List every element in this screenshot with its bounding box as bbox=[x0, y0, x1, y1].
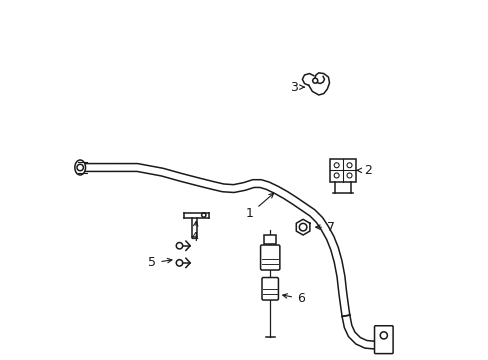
Text: 1: 1 bbox=[245, 193, 273, 220]
Circle shape bbox=[77, 164, 83, 171]
Text: 6: 6 bbox=[282, 292, 304, 305]
FancyBboxPatch shape bbox=[374, 326, 392, 354]
Circle shape bbox=[299, 224, 306, 231]
FancyBboxPatch shape bbox=[264, 235, 276, 244]
Circle shape bbox=[201, 213, 205, 217]
Circle shape bbox=[333, 163, 339, 168]
Circle shape bbox=[312, 78, 317, 83]
Circle shape bbox=[380, 332, 386, 339]
Text: 2: 2 bbox=[356, 164, 371, 177]
Circle shape bbox=[176, 260, 183, 266]
Text: 4: 4 bbox=[190, 221, 198, 244]
Text: 3: 3 bbox=[289, 81, 304, 94]
FancyBboxPatch shape bbox=[329, 159, 355, 182]
Circle shape bbox=[333, 173, 339, 178]
FancyBboxPatch shape bbox=[260, 245, 279, 270]
Text: 7: 7 bbox=[315, 221, 334, 234]
Circle shape bbox=[346, 173, 351, 178]
Text: 5: 5 bbox=[148, 256, 172, 269]
Circle shape bbox=[176, 243, 183, 249]
Ellipse shape bbox=[75, 160, 85, 175]
Circle shape bbox=[346, 163, 351, 168]
FancyBboxPatch shape bbox=[262, 278, 278, 300]
